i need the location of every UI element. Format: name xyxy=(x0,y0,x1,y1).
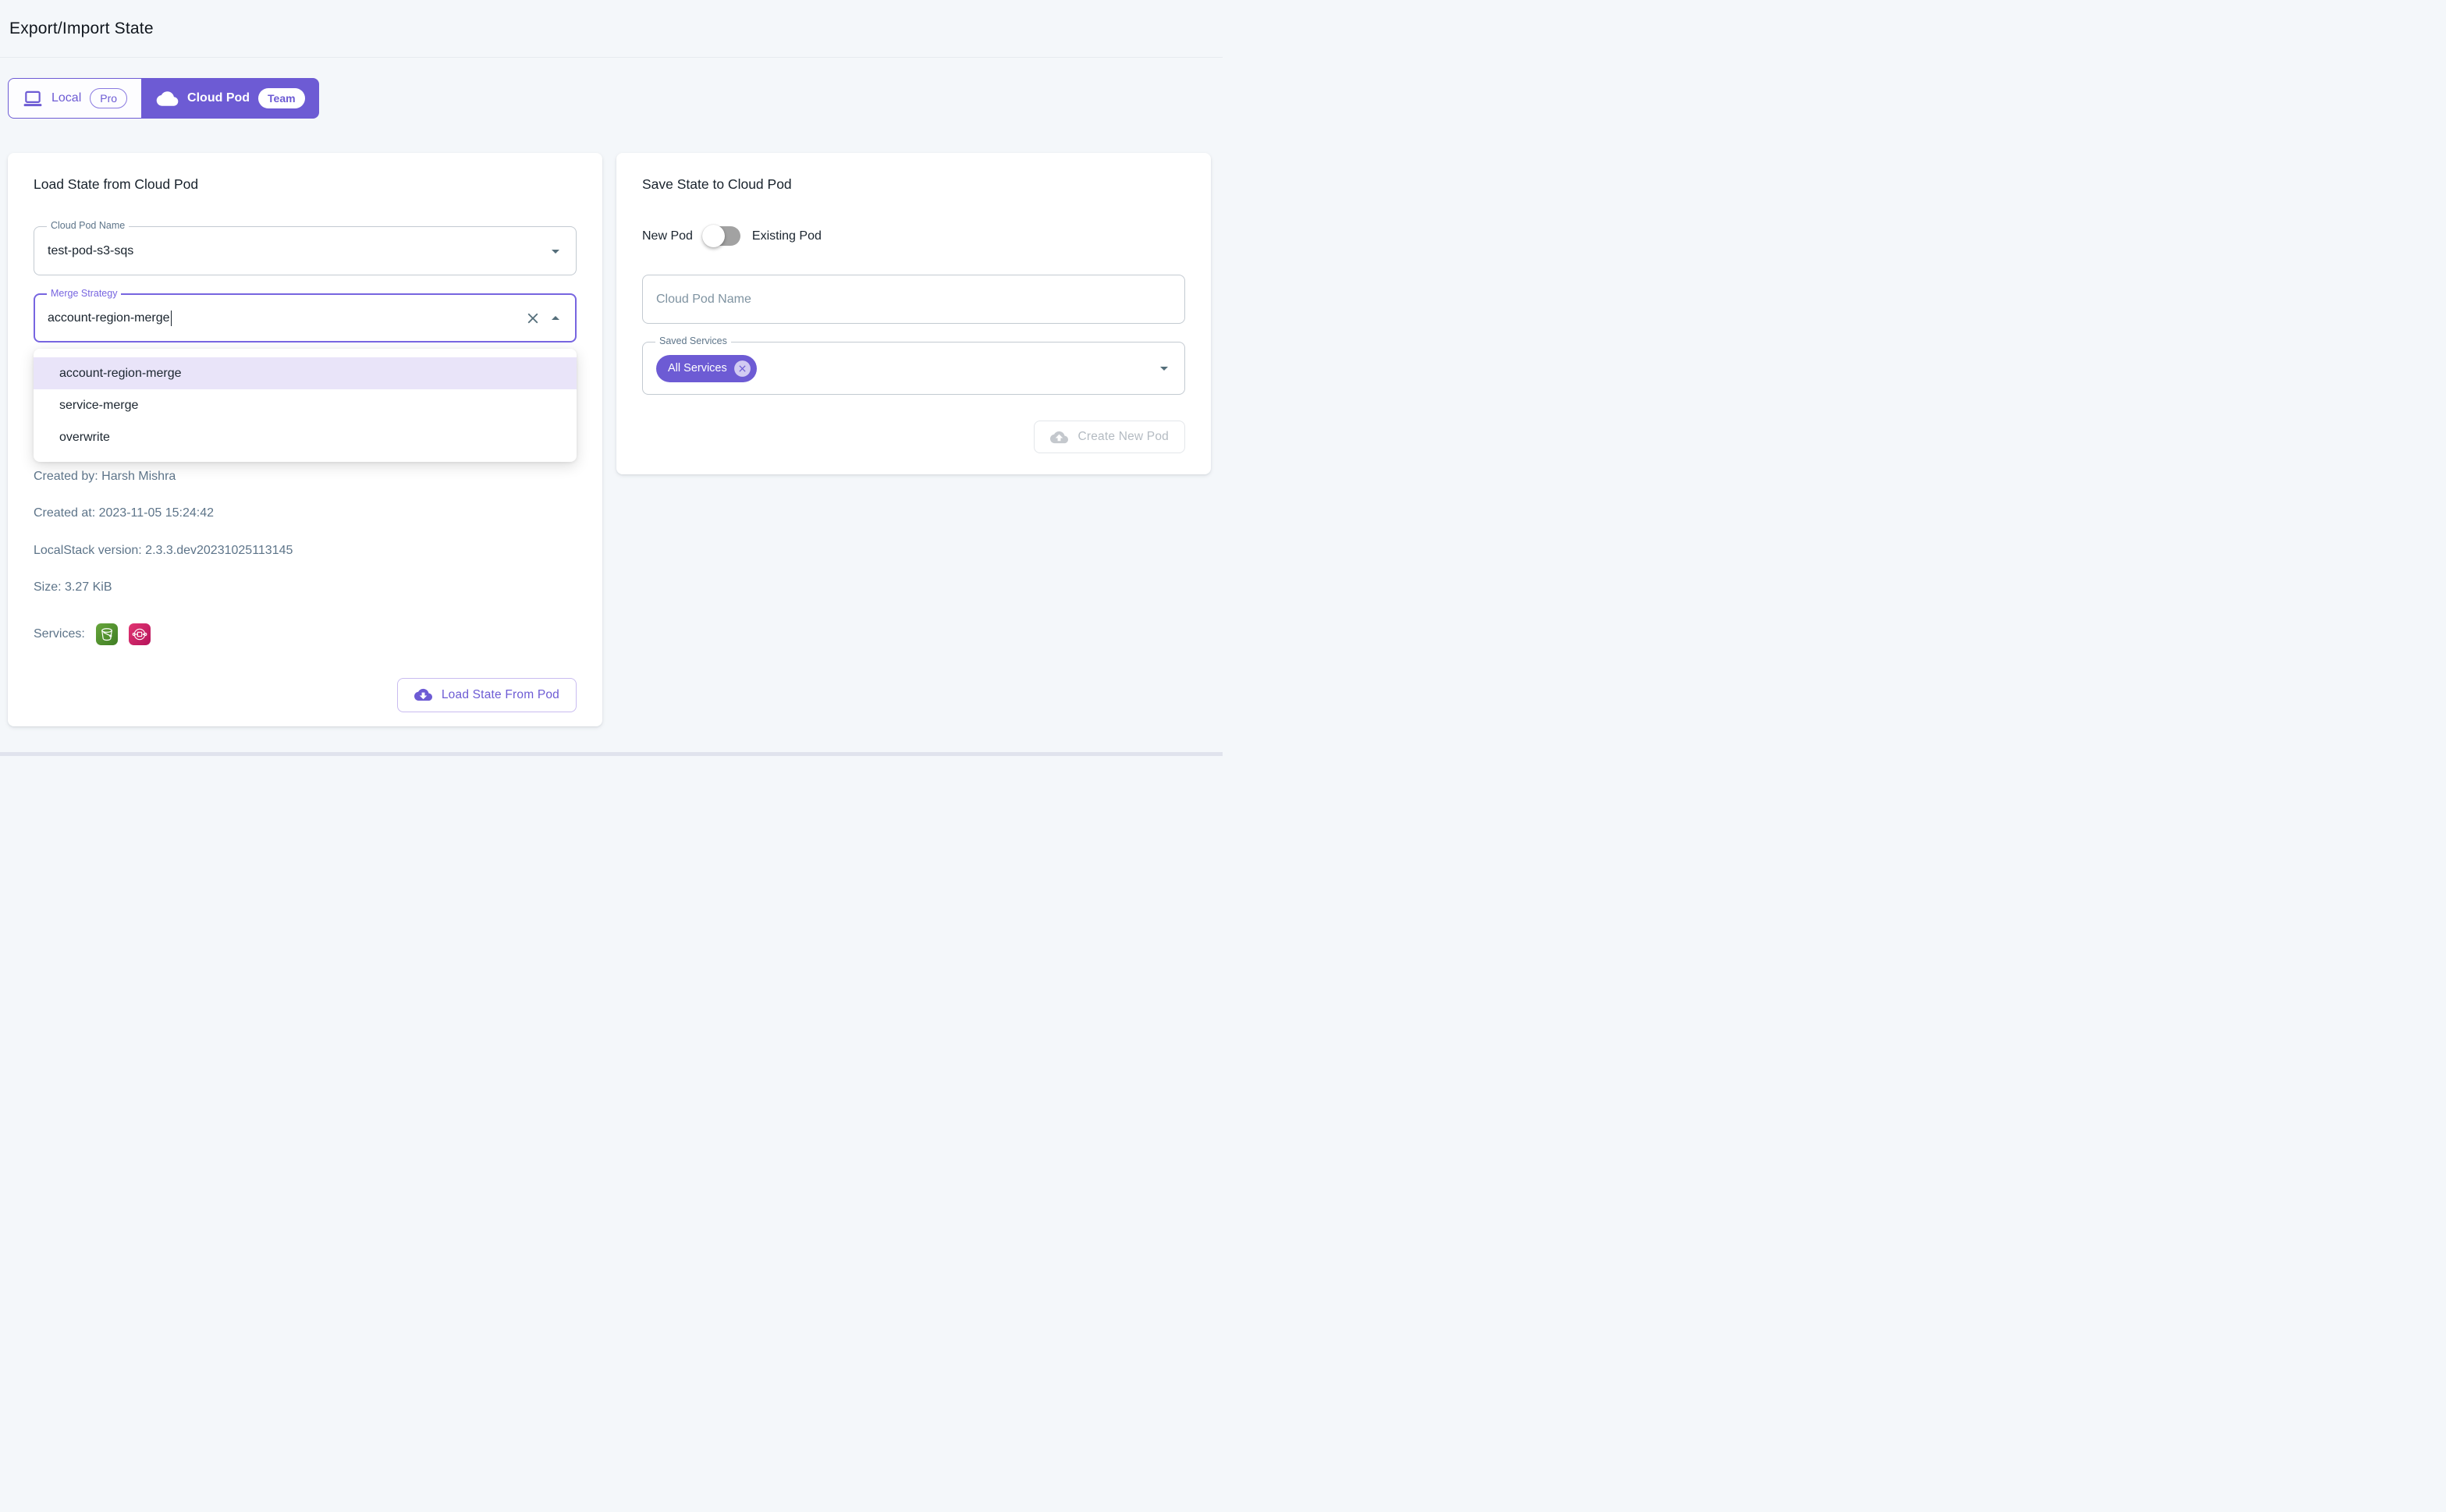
load-state-button-label: Load State From Pod xyxy=(441,687,559,701)
tab-local-label: Local xyxy=(51,91,82,105)
mode-toggle-group: Local Pro Cloud Pod Team xyxy=(8,78,319,119)
text-caret xyxy=(170,310,172,326)
services-label: Services: xyxy=(34,626,85,641)
arrow-drop-down-icon[interactable] xyxy=(1155,359,1173,378)
create-new-pod-button-label: Create New Pod xyxy=(1077,430,1169,443)
sqs-service-icon xyxy=(128,623,151,645)
saved-services-select[interactable]: Saved Services All Services xyxy=(642,335,1185,395)
cloud-pod-name-select-label: Cloud Pod Name xyxy=(47,220,130,232)
all-services-chip[interactable]: All Services xyxy=(656,354,757,382)
cloud-pod-name-select-value: test-pod-s3-sqs xyxy=(48,243,134,257)
merge-strategy-label: Merge Strategy xyxy=(47,288,122,300)
existing-pod-label: Existing Pod xyxy=(751,229,822,243)
menu-item-overwrite[interactable]: overwrite xyxy=(59,430,110,444)
close-icon[interactable] xyxy=(524,310,541,327)
tab-local[interactable]: Local Pro xyxy=(8,78,143,119)
localstack-version-text: LocalStack version: 2.3.3.dev20231025113… xyxy=(34,543,293,557)
page-title: Export/Import State xyxy=(9,19,154,37)
services-row: Services: xyxy=(34,623,577,645)
merge-strategy-input[interactable]: Merge Strategy account-region-merge xyxy=(34,288,577,343)
load-state-button[interactable]: Load State From Pod xyxy=(396,677,577,712)
tab-cloud-pod[interactable]: Cloud Pod Team xyxy=(142,78,319,119)
menu-item-account-region-merge[interactable]: account-region-merge xyxy=(34,357,577,389)
page-header: Export/Import State xyxy=(0,0,1223,58)
load-state-card: Load State from Cloud Pod Cloud Pod Name… xyxy=(8,153,602,726)
menu-item-service-merge[interactable]: service-merge xyxy=(59,398,139,412)
tab-cloud-pod-label: Cloud Pod xyxy=(187,91,250,105)
cloud-download-icon xyxy=(414,686,432,704)
all-services-chip-label: All Services xyxy=(668,362,727,374)
pod-mode-toggle-row: New Pod Existing Pod xyxy=(642,225,1185,247)
created-at-text: Created at: 2023-11-05 15:24:42 xyxy=(34,506,214,520)
cards-area: Load State from Cloud Pod Cloud Pod Name… xyxy=(8,153,1211,726)
team-badge: Team xyxy=(258,88,305,108)
cloud-icon xyxy=(156,90,179,108)
arrow-drop-down-icon[interactable] xyxy=(546,242,565,261)
pod-mode-switch[interactable] xyxy=(701,225,740,247)
created-by-text: Created by: Harsh Mishra xyxy=(34,470,176,483)
cancel-icon[interactable] xyxy=(733,359,752,378)
new-pod-name-input[interactable] xyxy=(642,275,1185,324)
saved-services-label: Saved Services xyxy=(655,335,731,347)
arrow-drop-up-icon[interactable] xyxy=(546,309,565,328)
cloud-upload-icon xyxy=(1050,428,1069,446)
s3-service-icon xyxy=(95,623,118,645)
merge-strategy-value: account-region-merge xyxy=(48,310,524,326)
save-state-card: Save State to Cloud Pod New Pod Existing… xyxy=(616,153,1211,474)
switch-thumb[interactable] xyxy=(701,225,725,247)
cloud-pod-name-select[interactable]: Cloud Pod Name test-pod-s3-sqs xyxy=(34,220,577,275)
pro-badge: Pro xyxy=(90,88,128,108)
save-card-title: Save State to Cloud Pod xyxy=(642,176,792,192)
create-new-pod-button[interactable]: Create New Pod xyxy=(1034,421,1185,453)
horizontal-scrollbar-track[interactable] xyxy=(0,752,1223,756)
merge-options-menu: account-region-merge service-merge overwri… xyxy=(34,349,577,462)
size-text: Size: 3.27 KiB xyxy=(34,580,112,595)
new-pod-label: New Pod xyxy=(642,229,693,243)
load-card-title: Load State from Cloud Pod xyxy=(34,176,199,192)
laptop-icon xyxy=(23,88,43,108)
